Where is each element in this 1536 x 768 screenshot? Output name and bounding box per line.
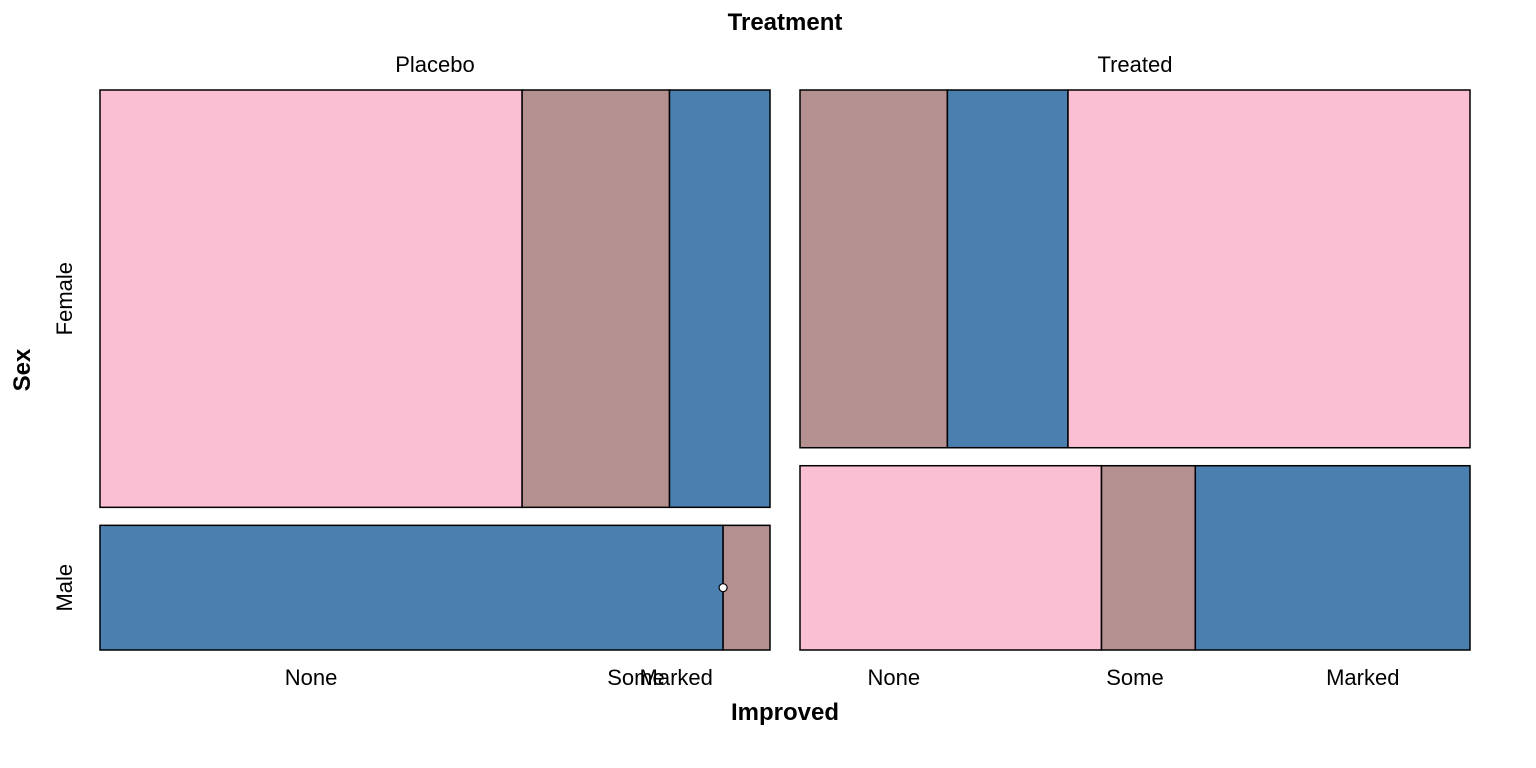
mosaic-plot: Treatment Placebo Treated Sex Improved None So…	[0, 0, 1536, 768]
bottom-label-treated-none: None	[868, 665, 921, 690]
segment-placebo-female-none	[100, 90, 522, 507]
segment-treated-male-marked	[1195, 466, 1470, 650]
cell-treated-male	[800, 466, 1470, 650]
bottom-label-treated-some: Some	[1106, 665, 1163, 690]
bottom-label-treated-marked: Marked	[1326, 665, 1399, 690]
segment-treated-male-none	[800, 466, 1102, 650]
row-label-female: Female	[52, 262, 77, 335]
cell-placebo-male	[100, 525, 770, 650]
left-axis-title: Sex	[9, 348, 36, 391]
cell-placebo-female	[100, 90, 770, 507]
row-label-male: Male	[52, 564, 77, 612]
segment-treated-female-marked	[1068, 90, 1470, 448]
segment-treated-male-some	[1102, 466, 1196, 650]
segment-treated-female-some	[947, 90, 1068, 448]
segment-placebo-male-none	[100, 525, 723, 650]
bottom-label-placebo-marked: Marked	[640, 665, 713, 690]
cell-treated-female	[800, 90, 1470, 448]
zero-marker-placebo-male	[719, 584, 727, 592]
bottom-axis-title: Improved	[731, 699, 839, 726]
column-label-treated: Treated	[1097, 52, 1172, 77]
column-label-placebo: Placebo	[395, 52, 475, 77]
segment-placebo-male-some	[723, 525, 770, 650]
top-axis-title: Treatment	[728, 9, 843, 36]
segment-treated-female-none	[800, 90, 947, 448]
bottom-label-placebo-none: None	[285, 665, 338, 690]
segment-placebo-female-marked	[670, 90, 771, 507]
segment-placebo-female-some	[522, 90, 669, 507]
